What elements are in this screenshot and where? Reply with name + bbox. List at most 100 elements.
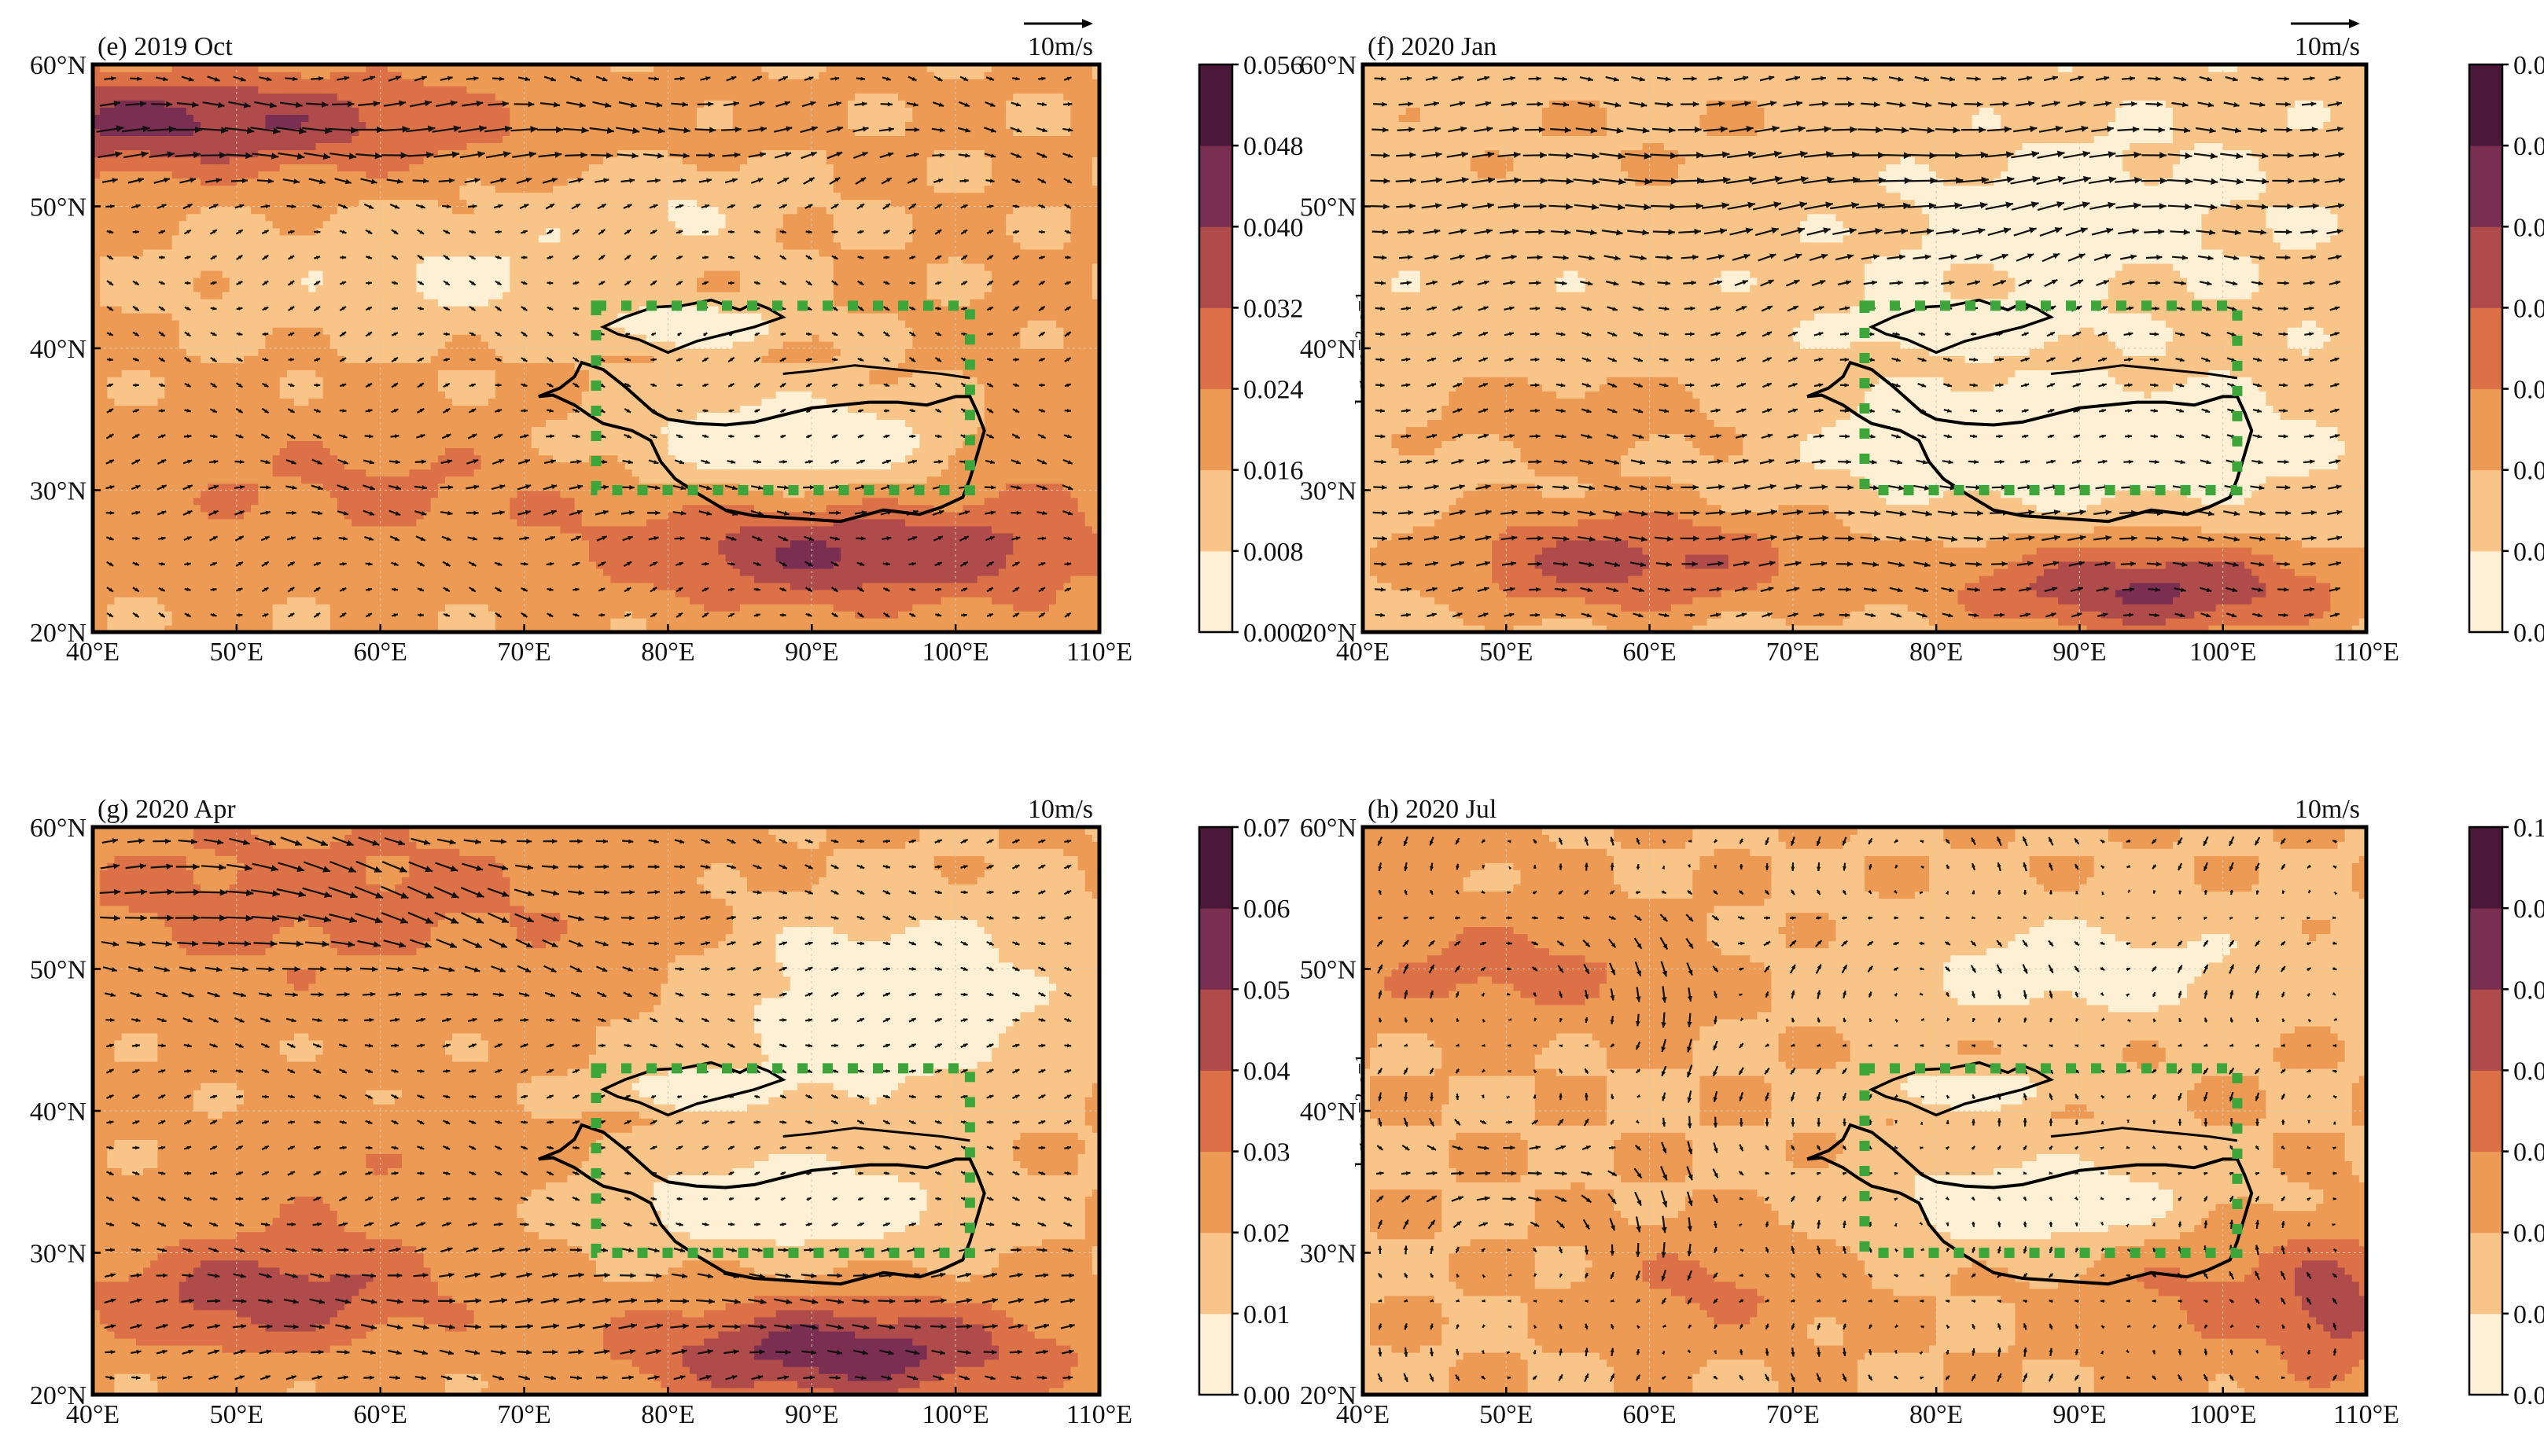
tarim-boundary xyxy=(1868,298,2055,355)
colorbar-tick-label: 0.030 xyxy=(2513,1219,2544,1248)
colorbar-swatch xyxy=(2469,469,2502,552)
reference-arrow-head xyxy=(1082,19,1093,28)
wind-vectors xyxy=(1375,836,2338,1383)
colorbar-tick-label: 0.045 xyxy=(2513,1138,2544,1167)
lon-tick-label: 80°E xyxy=(1909,638,1963,667)
colorbar-tick-label: 0.000 xyxy=(1243,619,1304,648)
wind-vectors xyxy=(1370,75,2345,618)
colorbar-tick-label: 0.01 xyxy=(1243,1300,1290,1329)
colorbar-tick-label: 0.02 xyxy=(1243,1219,1290,1248)
colorbar-swatch xyxy=(2469,145,2502,227)
lat-tick-label: 30°N xyxy=(30,1240,87,1269)
colorbar-tick-label: 0.015 xyxy=(2513,1300,2544,1329)
colorbar-tick-label: 0.040 xyxy=(1243,213,1304,242)
colorbar-tick-label: 0.024 xyxy=(1243,376,1304,405)
lat-tick-label: 20°N xyxy=(30,619,87,648)
colorbar-tick-label: 0.00 xyxy=(1243,1381,1290,1410)
qilian-boundary xyxy=(782,1127,970,1142)
tarim-boundary xyxy=(1868,1061,2055,1117)
colorbar-swatch xyxy=(2469,226,2502,308)
ivt-shading xyxy=(93,827,1099,1395)
colorbar-tick-label: 0.03 xyxy=(1243,1138,1290,1167)
colorbar-swatch xyxy=(1199,550,1232,633)
lat-tick-label: 60°N xyxy=(30,814,87,843)
lon-tick-label: 50°E xyxy=(210,1400,263,1429)
lat-tick-label: 60°N xyxy=(1300,814,1357,843)
lon-tick-label: 70°E xyxy=(1766,638,1820,667)
lon-tick-label: 90°E xyxy=(785,1400,838,1429)
graticule xyxy=(1363,827,2366,1395)
colorbar-swatch xyxy=(1199,64,1232,146)
panel-title: (g) 2020 Apr xyxy=(98,795,236,824)
colorbar-swatch xyxy=(2469,388,2502,471)
lon-tick-label: 60°E xyxy=(1622,638,1676,667)
lon-tick-label: 110°E xyxy=(1066,638,1132,667)
lon-tick-label: 90°E xyxy=(2053,1400,2106,1429)
lat-tick-label: 50°N xyxy=(30,956,87,985)
colorbar-tick-label: 0.105 xyxy=(2513,814,2544,843)
colorbar-swatch xyxy=(2469,827,2502,909)
lon-tick-label: 80°E xyxy=(641,638,694,667)
lat-tick-label: 50°N xyxy=(1300,956,1357,985)
colorbar-swatch xyxy=(1199,989,1232,1071)
colorbar-tick-label: 0.04 xyxy=(1243,1057,1290,1086)
lat-tick-label: 30°N xyxy=(1300,1240,1357,1269)
colorbar: 0.000.010.020.030.040.050.060.07kg·m⁻²·s… xyxy=(2468,51,2544,648)
lon-tick-label: 70°E xyxy=(1766,1400,1820,1429)
colorbar-swatch xyxy=(1199,388,1232,471)
qilian-boundary xyxy=(2050,364,2238,380)
colorbar-swatch xyxy=(2469,1232,2502,1314)
colorbar-tick-label: 0.01 xyxy=(2513,538,2544,567)
colorbar-swatch xyxy=(2469,1070,2502,1153)
lat-tick-label: 60°N xyxy=(30,51,87,80)
lat-tick-label: 50°N xyxy=(30,193,87,222)
reference-arrow-label: 10m/s xyxy=(2295,32,2360,61)
lon-tick-label: 70°E xyxy=(497,1400,550,1429)
wind-vectors xyxy=(96,75,1073,618)
lon-tick-label: 60°E xyxy=(354,1400,407,1429)
map-axes: 40°E 50°E 60°E 70°E 80°E 90°E 100°E 110°E 20°N 30… xyxy=(30,51,1132,667)
lat-tick-label: 20°N xyxy=(1300,1381,1357,1410)
colorbar-swatch xyxy=(1199,469,1232,552)
panel-title: (e) 2019 Oct xyxy=(98,32,233,61)
colorbar-tick-label: 0.016 xyxy=(1243,457,1304,486)
colorbar: 0.000 0.015 0.030 0.045 0.060 0.075 0.090 0.105… xyxy=(2468,814,2544,1410)
qilian-boundary xyxy=(2050,1127,2238,1142)
map-axes: 40°E 50°E 60°E 70°E 80°E 90°E 100°E 110°E 20°N 30… xyxy=(30,814,1132,1429)
study-region-box xyxy=(1859,1063,2243,1258)
colorbar-swatch xyxy=(1199,1313,1232,1395)
lat-tick-label: 50°N xyxy=(1300,193,1357,222)
colorbar-swatch xyxy=(1199,145,1232,227)
study-region-box xyxy=(1859,300,2243,495)
colorbar-tick-label: 0.03 xyxy=(2513,376,2544,405)
lat-tick-label: 30°N xyxy=(1300,477,1357,506)
lon-tick-label: 50°E xyxy=(1479,1400,1533,1429)
colorbar-swatch xyxy=(2469,989,2502,1071)
lon-tick-label: 100°E xyxy=(2189,1400,2256,1429)
lon-tick-label: 60°E xyxy=(354,638,407,667)
colorbar-tick-label: 0.02 xyxy=(2513,457,2544,486)
colorbar-swatch xyxy=(1199,226,1232,308)
lat-tick-label: 40°N xyxy=(30,1098,87,1127)
lon-tick-label: 100°E xyxy=(922,638,989,667)
colorbar-swatch xyxy=(2469,307,2502,390)
lon-tick-label: 100°E xyxy=(2189,638,2256,667)
colorbar-swatch xyxy=(2469,908,2502,990)
colorbar-tick-label: 0.05 xyxy=(2513,213,2544,242)
colorbar-tick-label: 0.060 xyxy=(2513,1057,2544,1086)
lat-tick-label: 30°N xyxy=(30,477,87,506)
colorbar-tick-label: 0.008 xyxy=(1243,538,1304,567)
colorbar-swatch xyxy=(1199,1232,1232,1314)
lon-tick-label: 110°E xyxy=(1066,1400,1132,1429)
lat-tick-label: 20°N xyxy=(1300,619,1357,648)
panel-title: (h) 2020 Jul xyxy=(1368,795,1497,824)
panels-root: 40°E 50°E 60°E 70°E 80°E 90°E 100°E 110°E 20°N 30… xyxy=(30,19,2544,1429)
colorbar-tick-label: 0.07 xyxy=(1243,814,1290,843)
ivt-shading xyxy=(1363,827,2366,1395)
lat-tick-label: 20°N xyxy=(30,1381,87,1410)
colorbar-tick-label: 0.07 xyxy=(2513,51,2544,80)
lon-tick-label: 40°E xyxy=(66,1400,120,1429)
lon-tick-label: 90°E xyxy=(2053,638,2106,667)
colorbar-tick-label: 0.05 xyxy=(1243,976,1290,1005)
colorbar-swatch xyxy=(1199,908,1232,990)
